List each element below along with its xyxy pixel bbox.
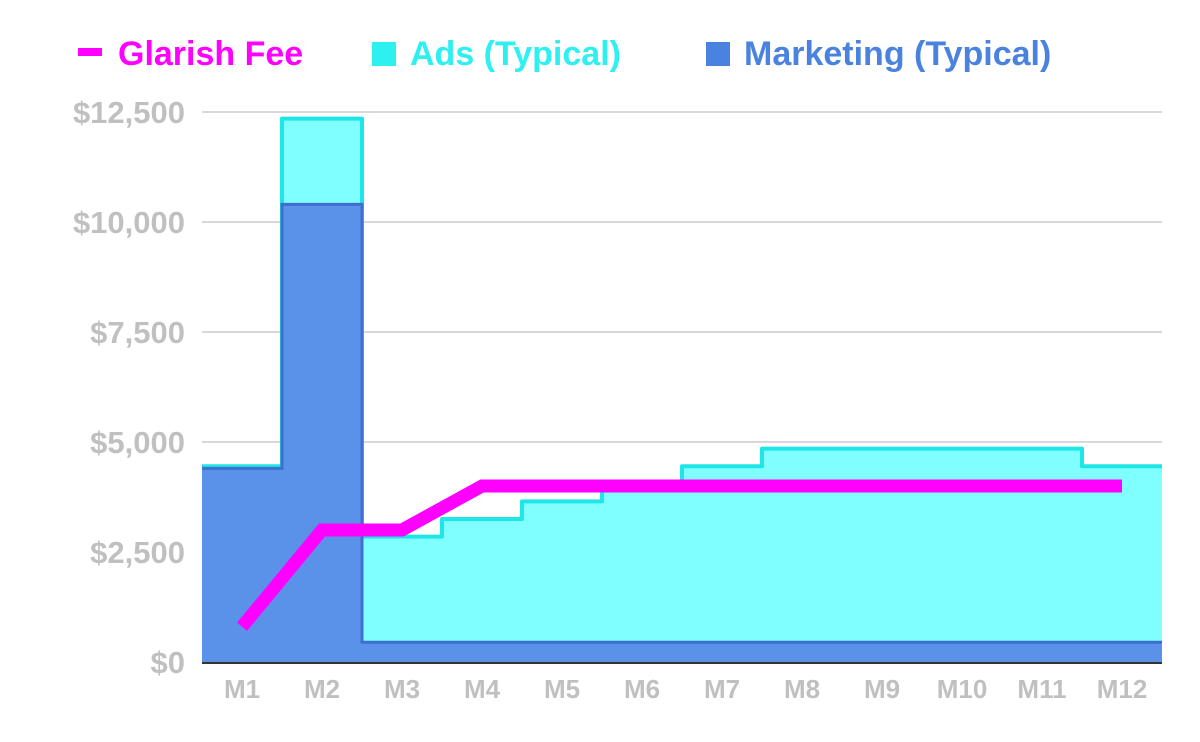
- x-tick-label: M3: [384, 674, 420, 704]
- glarish-fee-line: [236, 479, 1122, 631]
- x-tick-label: M11: [1017, 674, 1066, 704]
- x-tick-label: M4: [464, 674, 501, 704]
- x-tick-label: M9: [864, 674, 900, 704]
- y-tick-label: $7,500: [90, 315, 185, 350]
- legend-swatch-glarish-fee: [78, 48, 102, 56]
- x-tick-label: M2: [304, 674, 340, 704]
- legend-label-glarish-fee: Glarish Fee: [118, 35, 303, 73]
- y-axis-ticks: $0 $2,500 $5,000 $7,500 $10,000 $12,500: [73, 95, 185, 680]
- legend-swatch-marketing: [706, 42, 730, 66]
- area-series: [202, 116, 1162, 663]
- legend: Glarish Fee Ads (Typical) Marketing (Typ…: [78, 35, 1051, 73]
- y-tick-label: $12,500: [73, 95, 185, 130]
- legend-swatch-ads: [372, 42, 396, 66]
- marketing-area: [202, 204, 1162, 662]
- x-tick-label: M8: [784, 674, 820, 704]
- x-axis-ticks: M1 M2 M3 M4 M5 M6 M7 M8 M9 M10 M11 M12: [224, 674, 1147, 704]
- x-tick-label: M6: [624, 674, 660, 704]
- x-tick-label: M7: [704, 674, 740, 704]
- y-tick-label: $2,500: [90, 535, 185, 570]
- legend-label-ads: Ads (Typical): [410, 35, 621, 73]
- legend-label-marketing: Marketing (Typical): [744, 35, 1051, 73]
- y-tick-label: $0: [151, 645, 185, 680]
- x-tick-label: M1: [224, 674, 260, 704]
- x-tick-label: M12: [1097, 674, 1148, 704]
- y-tick-label: $10,000: [73, 205, 185, 240]
- x-tick-label: M5: [544, 674, 580, 704]
- y-tick-label: $5,000: [90, 425, 185, 460]
- marketing-outline: [202, 202, 1162, 644]
- line-series: [236, 479, 1122, 631]
- x-tick-label: M10: [937, 674, 988, 704]
